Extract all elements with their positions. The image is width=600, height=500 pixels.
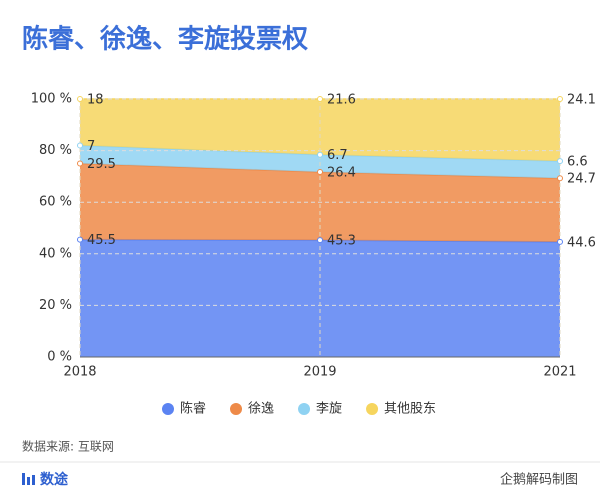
area: [80, 163, 560, 242]
area: [80, 145, 560, 179]
point: [317, 151, 323, 158]
legend-swatch: [298, 403, 311, 415]
value-label: 29.5: [87, 157, 116, 172]
chart-title: 陈睿、徐逸、李旋投票权: [22, 24, 308, 55]
value-label: 18: [87, 93, 104, 108]
value-label: 6.7: [327, 148, 348, 163]
value-label: 21.6: [327, 93, 356, 108]
logo-bar: [27, 477, 30, 485]
credit: 企鹅解码制图: [500, 472, 578, 488]
value-label: 45.5: [87, 233, 116, 248]
y-tick-label: 60 %: [39, 195, 72, 210]
point: [317, 169, 323, 176]
value-label: 6.6: [567, 155, 588, 170]
point: [557, 158, 563, 165]
legend-swatch: [162, 403, 174, 415]
point: [557, 175, 563, 182]
y-tick-label: 100 %: [31, 92, 72, 107]
x-tick-label: 2018: [63, 365, 96, 380]
legend-label: 陈睿: [180, 401, 206, 417]
x-tick-label: 2019: [303, 365, 336, 380]
value-label: 7: [87, 139, 95, 154]
y-tick-label: 40 %: [39, 246, 72, 261]
legend-swatch: [230, 403, 243, 415]
value-label: 26.4: [327, 166, 356, 181]
legend-label: 李旋: [316, 402, 342, 417]
value-label: 24.7: [567, 172, 596, 187]
point: [557, 238, 563, 245]
legend-swatch: [366, 403, 379, 415]
y-tick-label: 20 %: [39, 298, 72, 313]
point: [77, 96, 83, 102]
brand: 数途: [40, 471, 69, 488]
y-tick-label: 80 %: [39, 143, 72, 158]
value-label: 44.6: [567, 235, 596, 250]
source: 数据来源: 互联网: [22, 439, 114, 454]
logo-bar: [32, 475, 35, 485]
legend-label: 其他股东: [384, 402, 436, 417]
logo-bar: [22, 473, 25, 485]
point: [557, 96, 563, 102]
point: [77, 236, 83, 243]
x-tick-label: 2021: [543, 365, 576, 380]
legend-label: 徐逸: [248, 402, 274, 417]
point: [77, 142, 83, 149]
y-tick-label: 0 %: [47, 350, 72, 365]
value-label: 24.1: [567, 93, 596, 108]
point: [317, 96, 323, 102]
point: [317, 237, 323, 244]
point: [77, 160, 83, 167]
value-label: 45.3: [327, 234, 356, 249]
